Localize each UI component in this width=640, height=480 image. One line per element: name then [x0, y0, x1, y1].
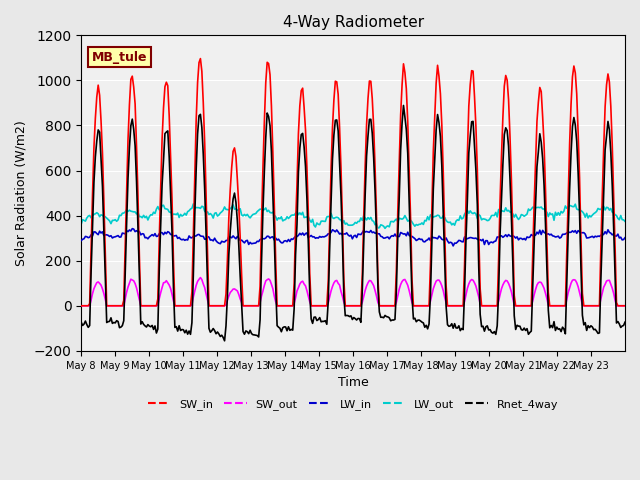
Y-axis label: Solar Radiation (W/m2): Solar Radiation (W/m2)	[15, 120, 28, 266]
LW_out	[468, 210, 476, 216]
SW_out	[96, 280, 104, 286]
LW_in	[129, 226, 136, 231]
SW_in	[358, 271, 366, 277]
LW_out	[381, 226, 389, 231]
Line: LW_in: LW_in	[81, 228, 625, 246]
LW_out	[548, 211, 556, 217]
SW_in	[467, 82, 474, 87]
Rnet_4way	[468, 119, 476, 125]
SW_out	[618, 303, 626, 309]
Rnet_4way	[77, 319, 85, 325]
LW_out	[621, 218, 629, 224]
Line: SW_in: SW_in	[81, 59, 625, 306]
SW_out	[547, 303, 555, 309]
LW_in	[468, 235, 476, 240]
SW_in	[96, 92, 104, 98]
Line: LW_out: LW_out	[81, 204, 625, 228]
Rnet_4way	[621, 319, 629, 325]
SW_in	[113, 303, 120, 309]
SW_in	[77, 303, 85, 309]
LW_in	[77, 238, 85, 243]
Legend: SW_in, SW_out, LW_in, LW_out, Rnet_4way: SW_in, SW_out, LW_in, LW_out, Rnet_4way	[144, 395, 563, 415]
Rnet_4way	[548, 325, 556, 331]
Rnet_4way	[96, 129, 104, 135]
Rnet_4way	[358, 287, 366, 293]
Line: Rnet_4way: Rnet_4way	[81, 106, 625, 341]
LW_out	[620, 217, 627, 223]
SW_out	[621, 303, 629, 309]
LW_out	[96, 214, 104, 219]
LW_out	[358, 217, 366, 223]
Line: SW_out: SW_out	[81, 277, 625, 306]
LW_in	[113, 233, 120, 239]
Rnet_4way	[620, 323, 627, 328]
LW_out	[77, 221, 85, 227]
Text: MB_tule: MB_tule	[92, 50, 148, 63]
LW_in	[96, 228, 104, 234]
LW_in	[449, 243, 457, 249]
LW_in	[548, 233, 556, 239]
Rnet_4way	[221, 338, 228, 344]
LW_out	[113, 218, 120, 224]
LW_in	[620, 237, 627, 242]
Title: 4-Way Radiometer: 4-Way Radiometer	[282, 15, 424, 30]
SW_out	[77, 303, 85, 309]
LW_in	[358, 230, 366, 236]
SW_in	[618, 303, 626, 309]
SW_out	[467, 278, 474, 284]
SW_in	[621, 303, 629, 309]
X-axis label: Time: Time	[338, 376, 369, 389]
Rnet_4way	[113, 318, 120, 324]
SW_out	[196, 275, 204, 280]
LW_out	[189, 201, 197, 207]
LW_in	[621, 235, 629, 240]
SW_in	[196, 56, 204, 61]
SW_in	[547, 303, 555, 309]
SW_out	[358, 300, 366, 305]
Rnet_4way	[399, 103, 407, 108]
SW_out	[113, 303, 120, 309]
